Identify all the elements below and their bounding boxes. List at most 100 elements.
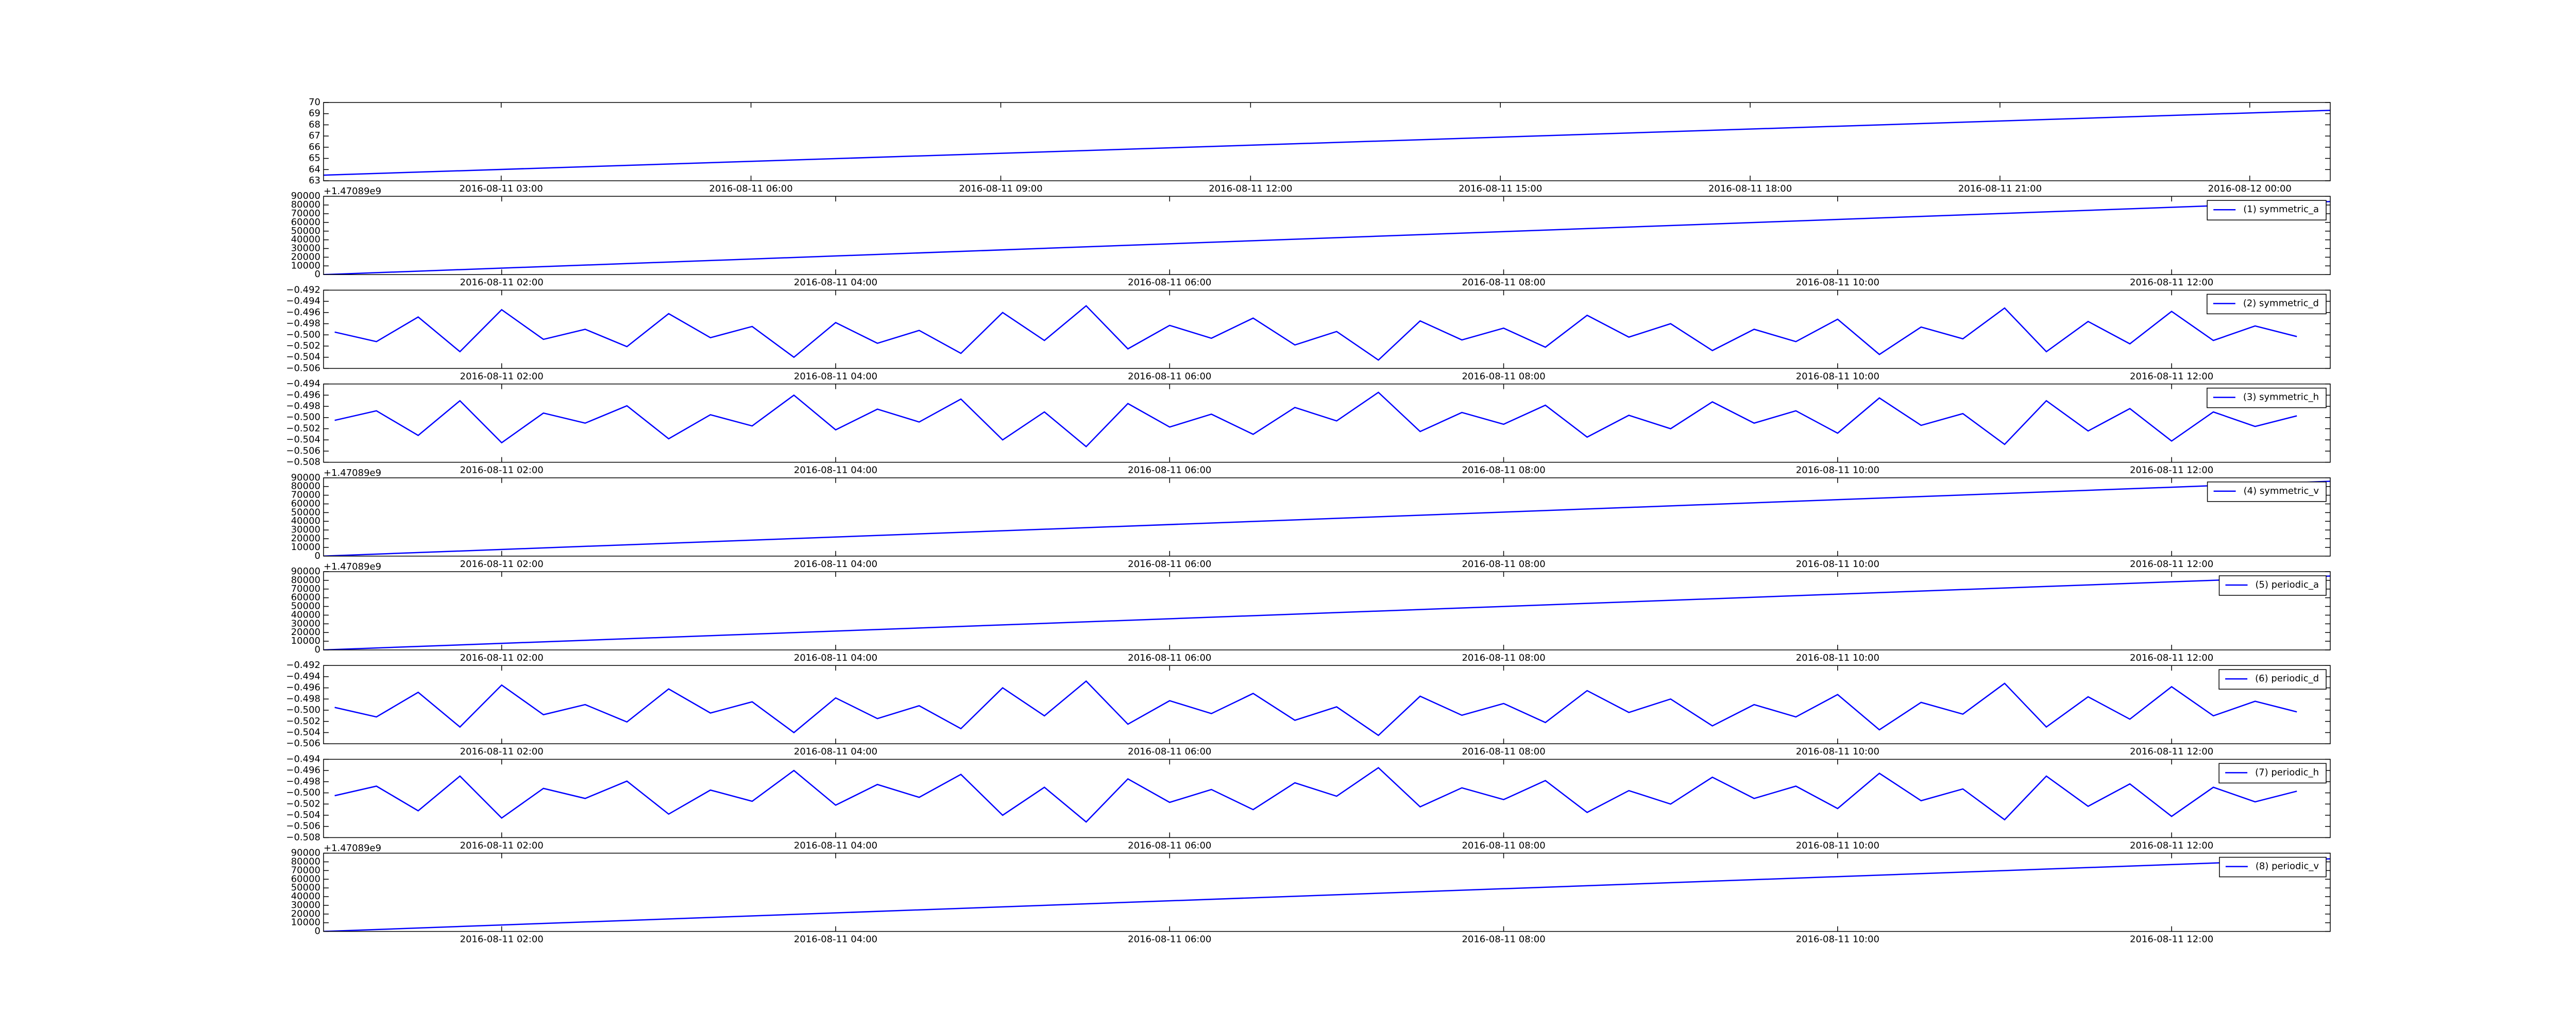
y-tick-label: −0.492 (286, 660, 320, 671)
y-tick-label: 20000 (291, 251, 320, 262)
data-line (334, 305, 2297, 361)
x-tick-label: 2016-08-11 04:00 (794, 277, 877, 288)
y-tick-label: 50000 (291, 882, 320, 893)
y-tick-label: 70000 (291, 208, 320, 219)
x-tick-label: 2016-08-11 10:00 (1796, 559, 1879, 570)
data-line (324, 480, 2330, 556)
subplot: 0100002000030000400005000060000700008000… (291, 186, 2331, 288)
axes-frame (323, 665, 2331, 744)
y-tick-label: −0.494 (286, 379, 320, 389)
x-tick-label: 2016-08-11 08:00 (1462, 934, 1545, 945)
y-tick-label: −0.508 (286, 457, 320, 468)
x-tick-label: 2016-08-11 04:00 (794, 653, 877, 663)
y-tick-label: −0.504 (286, 727, 320, 737)
y-tick-label: 50000 (291, 507, 320, 518)
y-tick-label: −0.496 (286, 389, 320, 400)
x-tick-label: 2016-08-11 02:00 (460, 371, 544, 382)
data-line (334, 391, 2297, 448)
legend: (3) symmetric_h (2207, 387, 2327, 408)
y-tick-label: 67 (309, 130, 320, 141)
axes-frame (323, 759, 2331, 838)
subplot: −0.506−0.504−0.502−0.500−0.498−0.496−0.4… (286, 660, 2331, 757)
x-tick-label: 2016-08-11 02:00 (460, 277, 544, 288)
y-tick-label: 63 (309, 175, 320, 186)
x-tick-label: 2016-08-11 02:00 (460, 840, 544, 851)
y-tick-label: −0.498 (286, 693, 320, 704)
y-tick-label: −0.500 (286, 787, 320, 798)
y-tick-label: −0.506 (286, 363, 320, 373)
x-tick-label: 2016-08-11 02:00 (460, 934, 544, 945)
x-tick-label: 2016-08-11 10:00 (1796, 277, 1879, 288)
y-tick-label: −0.504 (286, 810, 320, 820)
y-tick-label: 30000 (291, 618, 320, 629)
x-tick-label: 2016-08-11 03:00 (460, 183, 543, 194)
axes-frame (323, 102, 2331, 181)
x-tick-label: 2016-08-11 08:00 (1462, 465, 1545, 476)
data-line (324, 858, 2330, 932)
y-tick-label: 60000 (291, 217, 320, 228)
legend: (2) symmetric_d (2207, 294, 2327, 315)
x-tick-label: 2016-08-11 04:00 (794, 371, 877, 382)
x-tick-label: 2016-08-11 09:00 (959, 183, 1042, 194)
y-tick-label: 20000 (291, 533, 320, 544)
y-tick-label: 70000 (291, 583, 320, 594)
x-tick-label: 2016-08-11 08:00 (1462, 371, 1545, 382)
y-tick-label: 90000 (291, 472, 320, 483)
y-tick-label: −0.498 (286, 401, 320, 411)
x-tick-label: 2016-08-11 04:00 (794, 746, 877, 757)
y-tick-label: 0 (315, 551, 320, 561)
y-tick-label: 30000 (291, 243, 320, 254)
x-tick-label: 2016-08-11 04:00 (794, 840, 877, 851)
y-tick-label: −0.502 (286, 423, 320, 434)
y-tick-label: −0.504 (286, 434, 320, 445)
x-tick-label: 2016-08-11 06:00 (1128, 653, 1211, 663)
data-line (324, 109, 2330, 176)
x-tick-label: 2016-08-11 10:00 (1796, 746, 1879, 757)
legend-label: (3) symmetric_h (2243, 392, 2319, 403)
subplot: −0.508−0.506−0.504−0.502−0.500−0.498−0.4… (286, 753, 2331, 851)
data-line (324, 575, 2330, 650)
y-tick-label: 10000 (291, 260, 320, 271)
x-tick-label: 2016-08-11 21:00 (1958, 183, 2042, 194)
y-tick-label: −0.504 (286, 352, 320, 363)
subplot: −0.508−0.506−0.504−0.502−0.500−0.498−0.4… (286, 379, 2331, 476)
y-tick-label: 0 (315, 926, 320, 937)
x-tick-label: 2016-08-11 06:00 (1128, 746, 1211, 757)
legend-label: (8) periodic_v (2256, 861, 2319, 872)
y-tick-label: 40000 (291, 891, 320, 902)
x-tick-label: 2016-08-11 06:00 (709, 183, 793, 194)
legend-label: (7) periodic_h (2255, 767, 2319, 778)
subplot: 0100002000030000400005000060000700008000… (291, 843, 2331, 945)
y-tick-label: 30000 (291, 900, 320, 911)
y-tick-label: −0.506 (286, 445, 320, 456)
x-tick-label: 2016-08-11 02:00 (460, 653, 544, 663)
legend-label: (2) symmetric_d (2243, 298, 2319, 308)
y-tick-label: 69 (309, 108, 320, 119)
y-tick-label: −0.500 (286, 329, 320, 340)
x-tick-label: 2016-08-11 12:00 (2130, 653, 2213, 663)
y-offset-label: +1.47089e9 (324, 468, 381, 478)
y-tick-label: 50000 (291, 226, 320, 236)
x-tick-label: 2016-08-11 12:00 (2130, 465, 2213, 476)
x-tick-label: 2016-08-11 12:00 (2130, 934, 2213, 945)
y-tick-label: 68 (309, 119, 320, 130)
y-tick-label: 70000 (291, 865, 320, 876)
y-tick-label: 80000 (291, 856, 320, 867)
y-tick-label: 30000 (291, 524, 320, 535)
y-tick-label: 10000 (291, 636, 320, 646)
x-tick-label: 2016-08-11 02:00 (460, 465, 544, 476)
y-tick-label: −0.506 (286, 738, 320, 749)
y-tick-label: 80000 (291, 575, 320, 586)
y-tick-label: 64 (309, 164, 320, 175)
y-offset-label: +1.47089e9 (324, 843, 381, 854)
x-tick-label: 2016-08-11 12:00 (2130, 277, 2213, 288)
x-tick-label: 2016-08-11 12:00 (2130, 840, 2213, 851)
y-tick-label: 65 (309, 153, 320, 164)
x-tick-label: 2016-08-11 12:00 (1209, 183, 1292, 194)
x-tick-label: 2016-08-11 10:00 (1796, 840, 1879, 851)
y-tick-label: 90000 (291, 566, 320, 577)
y-tick-label: −0.496 (286, 682, 320, 693)
y-tick-label: 80000 (291, 199, 320, 210)
legend: (8) periodic_v (2219, 856, 2327, 878)
